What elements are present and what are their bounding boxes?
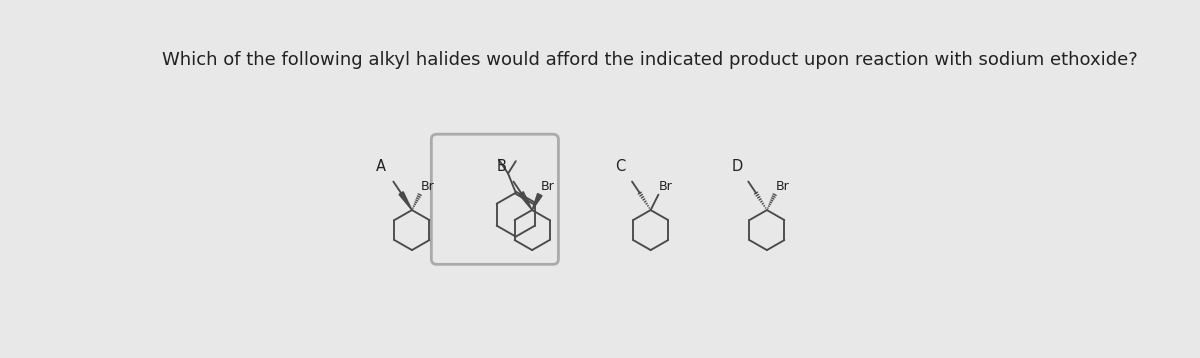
Text: Which of the following alkyl halides would afford the indicated product upon rea: Which of the following alkyl halides wou… — [162, 52, 1138, 69]
Text: C: C — [616, 159, 625, 174]
Text: B: B — [497, 159, 506, 174]
Text: Br: Br — [540, 180, 554, 193]
Polygon shape — [400, 192, 412, 210]
Text: D: D — [731, 159, 743, 174]
Text: Br: Br — [420, 180, 434, 193]
Polygon shape — [520, 192, 532, 210]
Text: Br: Br — [659, 180, 673, 193]
FancyBboxPatch shape — [431, 134, 558, 264]
Polygon shape — [532, 194, 542, 210]
Text: A: A — [377, 159, 386, 174]
Text: Br: Br — [775, 180, 790, 193]
